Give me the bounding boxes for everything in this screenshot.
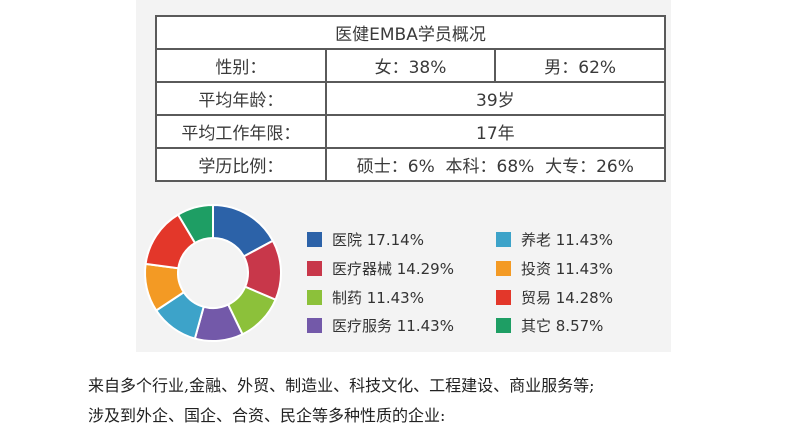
gender-row: 性别： 女：38% 男：62% — [155, 48, 666, 83]
legend-swatch — [496, 289, 511, 305]
legend-swatch — [496, 317, 511, 333]
legend-item: 医院 17.14% — [307, 228, 424, 250]
legend-label: 制药 11.43% — [332, 288, 424, 307]
legend-swatch — [307, 260, 322, 276]
legend-item: 贸易 14.28% — [496, 286, 613, 308]
emba-summary-table: 医健EMBA学员概况 性别： 女：38% 男：62% 平均年龄： 39岁 平均工… — [155, 15, 667, 182]
legend-label: 医疗器械 14.29% — [332, 259, 454, 278]
male-value: 男：62% — [494, 48, 666, 83]
education-value: 硕士：6% 本科：68% 大专：26% — [324, 147, 667, 182]
table-title-row: 医健EMBA学员概况 — [155, 15, 666, 50]
legend-label: 投资 11.43% — [521, 259, 613, 278]
female-value: 女：38% — [324, 48, 497, 83]
age-row: 平均年龄： 39岁 — [155, 81, 667, 116]
work-years-label: 平均工作年限： — [155, 114, 327, 149]
donut-slice-8 — [176, 203, 214, 245]
table-title: 医健EMBA学员概况 — [155, 15, 666, 50]
legend-label: 养老 11.43% — [521, 230, 613, 249]
industry-donut-chart — [144, 203, 282, 342]
industries-text: 来自多个行业,金融、外贸、制造业、科技文化、工程建设、商业服务等; — [88, 376, 595, 395]
legend-swatch — [307, 231, 322, 247]
work-years-value: 17年 — [324, 114, 667, 149]
legend-label: 医疗服务 11.43% — [332, 316, 454, 335]
education-label: 学历比例： — [155, 147, 327, 182]
age-value: 39岁 — [324, 81, 667, 116]
legend-label: 其它 8.57% — [521, 316, 604, 335]
enterprise-types-text: 涉及到外企、国企、合资、民企等多种性质的企业: — [88, 406, 446, 425]
legend-item: 其它 8.57% — [496, 314, 603, 336]
legend-label: 医院 17.14% — [332, 230, 424, 249]
work-years-row: 平均工作年限： 17年 — [155, 114, 667, 149]
education-row: 学历比例： 硕士：6% 本科：68% 大专：26% — [155, 147, 667, 182]
age-label: 平均年龄： — [155, 81, 327, 116]
legend-item: 医疗服务 11.43% — [307, 314, 454, 336]
gender-label: 性别： — [155, 48, 327, 83]
legend-item: 医疗器械 14.29% — [307, 257, 454, 279]
legend-item: 制药 11.43% — [307, 286, 424, 308]
legend-swatch — [307, 289, 322, 305]
legend-swatch — [307, 317, 322, 333]
legend-item: 投资 11.43% — [496, 257, 613, 279]
legend-label: 贸易 14.28% — [521, 288, 613, 307]
legend-swatch — [496, 231, 511, 247]
legend-item: 养老 11.43% — [496, 228, 613, 250]
legend-swatch — [496, 260, 511, 276]
